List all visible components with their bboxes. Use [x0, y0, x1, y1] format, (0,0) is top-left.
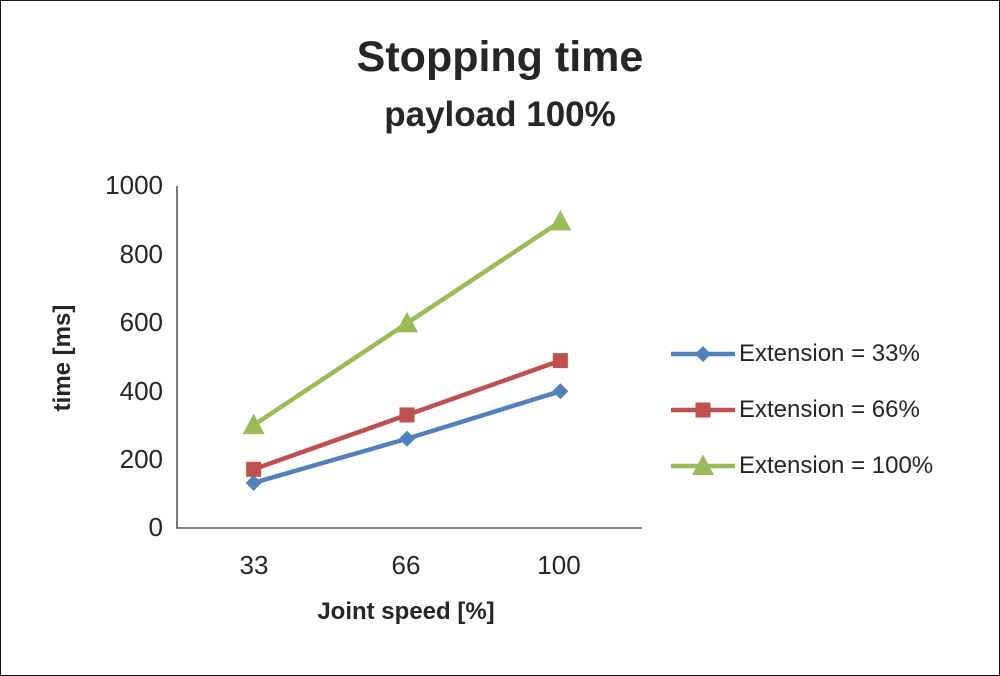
legend-marker-icon	[671, 346, 735, 362]
legend-label: Extension = 33%	[739, 340, 920, 367]
chart-title: Stopping time	[356, 33, 644, 81]
x-tick-label: 66	[391, 550, 421, 580]
plot-area	[176, 186, 642, 529]
y-tick-label: 400	[119, 376, 163, 406]
chart-subtitle: payload 100%	[384, 95, 616, 134]
x-tick-label: 100	[537, 550, 581, 580]
y-tick-label: 0	[148, 512, 163, 542]
legend-marker-icon	[671, 402, 735, 418]
legend-item: Extension = 33%	[671, 340, 933, 367]
y-tick-label: 1000	[105, 170, 163, 200]
legend-label: Extension = 66%	[739, 396, 920, 423]
legend-item: Extension = 100%	[671, 452, 934, 479]
legend-label: Extension = 100%	[739, 452, 934, 479]
legend-item: Extension = 66%	[671, 396, 933, 423]
x-axis-title: Joint speed [%]	[317, 598, 495, 625]
x-tick-label: 33	[239, 550, 269, 580]
y-tick-label: 200	[119, 444, 163, 474]
y-tick-label: 600	[119, 307, 163, 337]
legend-marker-icon	[671, 455, 735, 475]
legend: Extension = 33% Extension = 66% Extensio…	[671, 340, 934, 479]
y-tick-label: 800	[119, 239, 163, 269]
